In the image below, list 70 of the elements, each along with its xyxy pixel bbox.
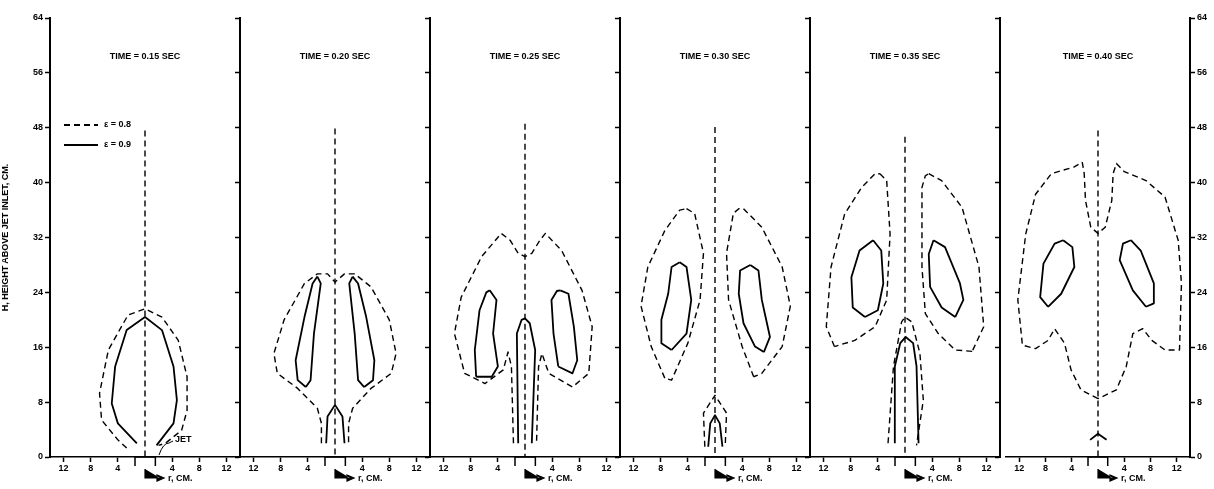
x-tick-label: 12: [1014, 462, 1025, 473]
x-tick-label: 8: [88, 462, 94, 473]
x-tick-label: 4: [169, 462, 175, 473]
x-tick-label: 8: [386, 462, 392, 473]
x-tick-label: 4: [739, 462, 745, 473]
x-tick-label: 8: [658, 462, 664, 473]
x-tick-label: 8: [956, 462, 962, 473]
y-axis-title: H, HEIGHT ABOVE JET INLET, CM.: [0, 163, 10, 312]
y2-tick-label: 0: [1197, 451, 1203, 462]
x-tick-label: 4: [495, 462, 501, 473]
y2-tick-label: 8: [1197, 396, 1203, 407]
y2-tick-label: 24: [1197, 286, 1208, 297]
x-tick-label: 12: [628, 462, 639, 473]
x-tick-label: 4: [549, 462, 555, 473]
x-tick-label: 8: [766, 462, 772, 473]
x-tick-label: 8: [576, 462, 582, 473]
x-tick-label: 12: [411, 462, 422, 473]
x-tick-label: 4: [1069, 462, 1075, 473]
x-tick-label: 4: [929, 462, 935, 473]
x-tick-label: 12: [791, 462, 802, 473]
x-axis-title: r, CM.: [548, 473, 573, 483]
x-tick-label: 12: [438, 462, 449, 473]
text: TIME = 0.35 SEC: [869, 51, 941, 62]
x-axis-title: r, CM.: [738, 473, 763, 483]
x-tick-label: 4: [359, 462, 365, 473]
x-tick-label: 12: [601, 462, 612, 473]
y-tick-label: 16: [32, 341, 43, 352]
y-tick-label: 64: [32, 12, 43, 23]
y-tick-label: 48: [32, 122, 43, 133]
text: TIME = 0.15 SEC: [109, 51, 181, 62]
y2-tick-label: 40: [1197, 177, 1208, 188]
x-tick-label: 12: [1171, 462, 1182, 473]
x-tick-label: 12: [221, 462, 232, 473]
y2-tick-label: 56: [1197, 67, 1208, 78]
x-tick-label: 8: [468, 462, 474, 473]
x-axis-title: r, CM.: [928, 473, 953, 483]
x-tick-label: 12: [818, 462, 829, 473]
y2-tick-label: 32: [1197, 231, 1208, 242]
x-tick-label: 8: [1148, 462, 1154, 473]
y2-tick-label: 16: [1197, 341, 1208, 352]
text: TIME = 0.30 SEC: [679, 51, 751, 62]
x-tick-label: 12: [981, 462, 992, 473]
x-tick-label: 8: [278, 462, 284, 473]
x-tick-label: 8: [196, 462, 202, 473]
y2-tick-label: 48: [1197, 122, 1208, 133]
text: TIME = 0.40 SEC: [1062, 51, 1134, 62]
x-tick-label: 4: [305, 462, 311, 473]
x-tick-label: 8: [848, 462, 854, 473]
x-tick-label: 4: [1121, 462, 1127, 473]
x-axis-title: r, CM.: [358, 473, 383, 483]
y-tick-label: 0: [37, 451, 43, 462]
y-tick-label: 24: [32, 286, 43, 297]
annotation: JET: [175, 434, 193, 445]
x-tick-label: 4: [685, 462, 691, 473]
y-tick-label: 32: [32, 231, 43, 242]
x-tick-label: 4: [875, 462, 881, 473]
x-tick-label: 8: [1042, 462, 1048, 473]
legend-label: ε = 0.9: [104, 139, 132, 150]
x-axis-title: r, CM.: [1121, 473, 1146, 483]
x-tick-label: 12: [58, 462, 69, 473]
x-tick-label: 4: [115, 462, 121, 473]
y-tick-label: 40: [32, 177, 43, 188]
text: TIME = 0.25 SEC: [489, 51, 561, 62]
legend-label: ε = 0.8: [104, 119, 132, 130]
x-axis-title: r, CM.: [168, 473, 193, 483]
text: TIME = 0.20 SEC: [299, 51, 371, 62]
y2-tick-label: 64: [1197, 12, 1208, 23]
x-tick-label: 12: [248, 462, 259, 473]
y-tick-label: 56: [32, 67, 43, 78]
y-tick-label: 8: [37, 396, 43, 407]
